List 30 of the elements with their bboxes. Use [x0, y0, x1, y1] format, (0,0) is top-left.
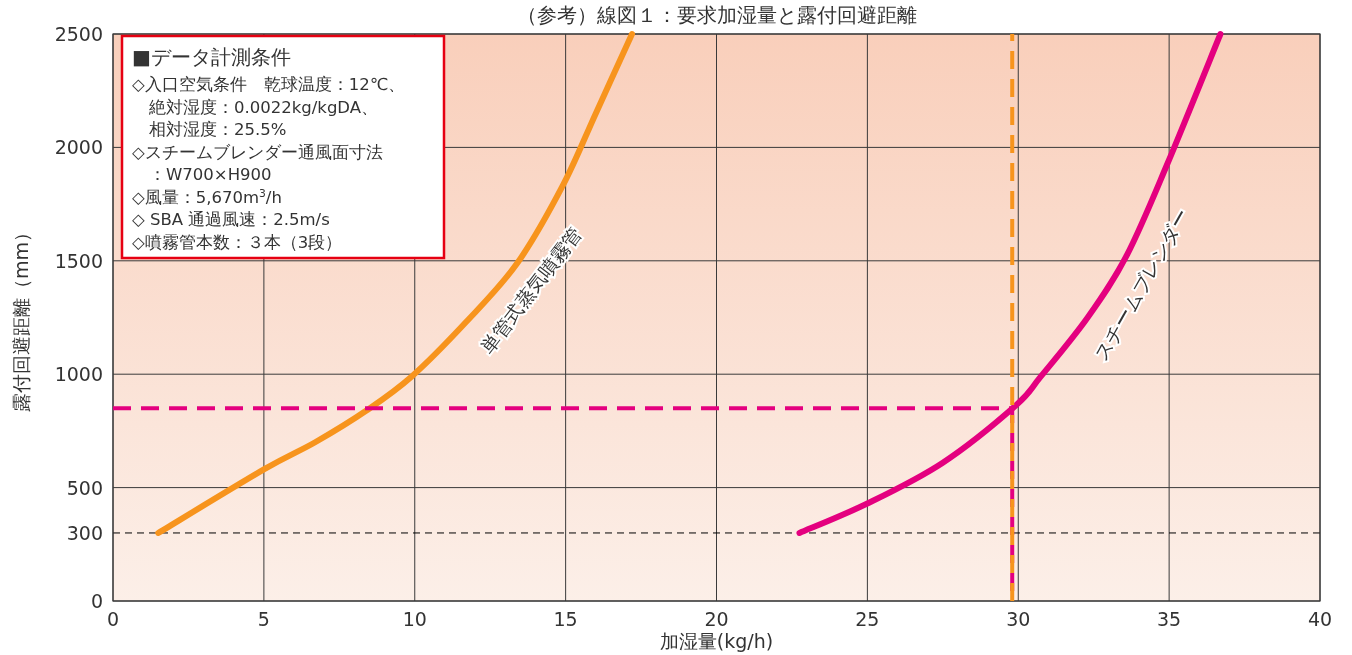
x-tick-label: 10 — [402, 608, 427, 630]
text: 単管式蒸気噴霧管 — [475, 223, 586, 358]
annotation: ◇風量：5,670m$^{3}$/h — [132, 186, 282, 207]
y-tick-label: 2500 — [54, 23, 103, 45]
x-tick-label: 5 — [257, 608, 270, 630]
x-tick-label: 40 — [1307, 608, 1333, 630]
x-tick-label: 30 — [1006, 608, 1031, 630]
chart-title: （参考）線図１：要求加湿量と露付回避距離 — [516, 3, 917, 27]
annotation: ◇スチームブレンダー通風面寸法 — [132, 142, 383, 162]
x-tick-label: 20 — [704, 608, 729, 630]
y-tick-label: 1000 — [54, 363, 103, 386]
annotation: ：W700×H900 — [132, 165, 272, 184]
annotation: ◇ SBA 通過風速：2.5m/s — [132, 210, 330, 229]
annotation: 相対湿度：25.5% — [132, 120, 287, 139]
y-axis-title: 露付回避距離（mm） — [10, 222, 32, 413]
text: スチームブレンダー — [1089, 204, 1194, 365]
annotation: 絶対湿度：0.0022kg/kgDA、 — [132, 97, 379, 117]
annotation: ◇噴霧管本数：３本（3段） — [132, 232, 343, 252]
y-tick-label: 1500 — [54, 249, 103, 272]
annotation: ◇入口空気条件 乾球温度：12℃、 — [132, 75, 406, 94]
y-tick-label: 0 — [90, 590, 103, 612]
x-tick-label: 0 — [106, 608, 120, 630]
x-tick-label: 35 — [1157, 608, 1182, 630]
x-tick-label: 15 — [553, 608, 578, 630]
y-tick-label: 300 — [66, 521, 103, 544]
x-axis-title: 加湿量(kg/h) — [659, 630, 774, 652]
x-tick-label: 25 — [855, 608, 880, 630]
y-tick-label: 2000 — [54, 136, 103, 159]
annotation: ■データ計測条件 — [132, 45, 291, 69]
y-tick-label: 500 — [66, 476, 103, 499]
